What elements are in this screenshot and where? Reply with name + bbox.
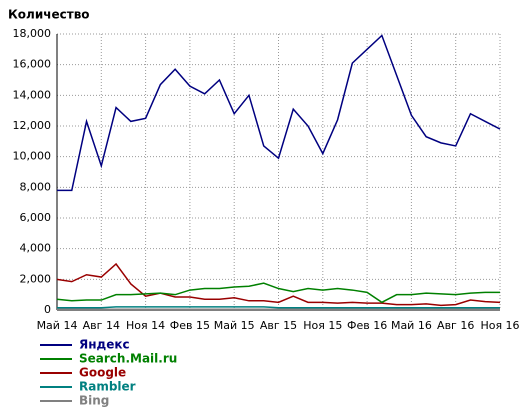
y-tick-label: 14,000 [13,88,52,101]
x-tick-label: Авг 14 [83,319,120,332]
y-tick-label: 0 [44,303,51,316]
x-tick-label: Май 15 [214,319,255,332]
series-line [56,282,500,304]
y-tick-label: 4,000 [20,242,52,255]
x-tick-label: Ноя 14 [126,319,165,332]
x-tick-label: Май 16 [391,319,432,332]
legend-label: Search.Mail.ru [79,352,177,366]
legend-label: Google [79,366,126,380]
legend-label: Bing [79,394,109,408]
legend-label: Rambler [79,380,136,394]
y-tick-label: 6,000 [20,211,52,224]
series-line [56,262,501,307]
x-tick-label: Авг 15 [260,319,297,332]
series-line [57,306,500,309]
series-line [57,34,501,192]
x-tick-label: Фев 15 [170,319,210,332]
y-tick-label: 18,000 [13,27,52,40]
x-tick-label: Ноя 15 [303,319,342,332]
y-tick-label: 16,000 [13,58,52,71]
y-tick-label: 12,000 [13,119,52,132]
x-tick-label: Авг 16 [437,319,474,332]
x-tick-label: Фев 16 [347,319,387,332]
x-tick-label: Май 14 [37,319,78,332]
x-tick-label: Ноя 16 [480,319,519,332]
chart-title: Количество [8,8,90,22]
y-tick-label: 8,000 [20,180,52,193]
legend-label: Яндекс [79,338,130,352]
y-tick-label: 2,000 [20,272,52,285]
y-tick-label: 10,000 [13,150,52,163]
